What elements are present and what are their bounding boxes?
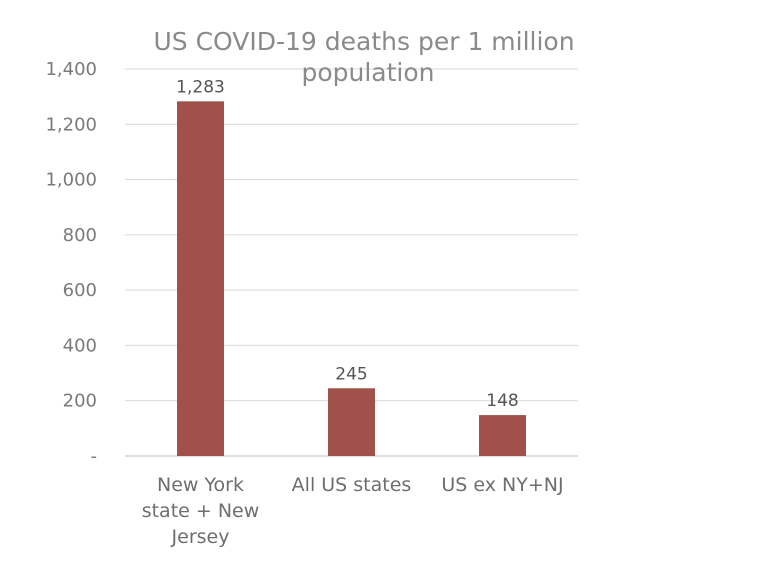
x-tick-label: New York state + New Jersey (142, 474, 260, 548)
bars (177, 101, 526, 457)
chart-title: US COVID-19 deaths per 1 million populat… (153, 27, 582, 87)
x-tick-label: All US states (292, 474, 412, 496)
data-label: 245 (335, 364, 367, 384)
chart-title-line-2: population (301, 58, 434, 87)
bar (479, 415, 526, 456)
data-label: 1,283 (176, 77, 225, 97)
x-axis-ticks: New York state + New Jersey All US states US… (142, 474, 564, 548)
y-tick-label: - (91, 446, 98, 467)
y-tick-label: 600 (63, 280, 97, 301)
y-axis-ticks: - 200 400 600 800 1,000 1,200 1,400 (45, 59, 97, 467)
y-tick-label: 200 (63, 391, 97, 412)
bar (177, 101, 224, 457)
y-tick-label: 1,000 (45, 170, 97, 191)
y-tick-label: 400 (63, 335, 97, 356)
chart-title-line-1: US COVID-19 deaths per 1 million (153, 27, 574, 56)
data-labels: 1,283 245 148 (176, 77, 519, 411)
y-tick-label: 1,400 (45, 59, 97, 80)
x-tick-label: US ex NY+NJ (441, 474, 563, 496)
bar (328, 388, 375, 456)
data-label: 148 (486, 391, 518, 411)
y-tick-label: 1,200 (45, 114, 97, 135)
y-tick-label: 800 (63, 225, 97, 246)
